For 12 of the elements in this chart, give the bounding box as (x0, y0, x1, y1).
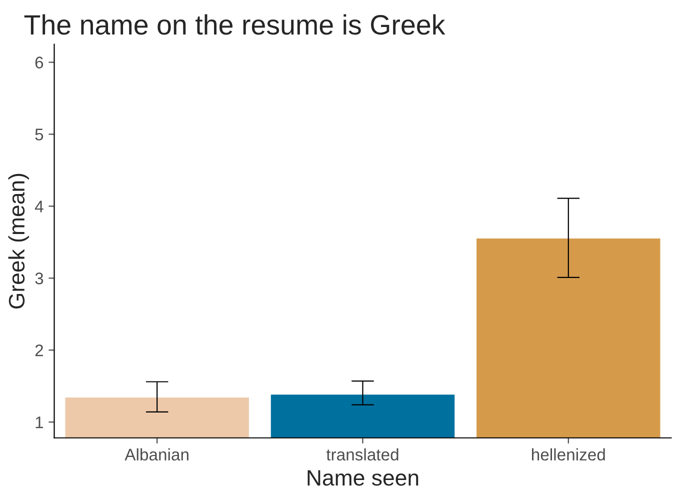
y-tick-label: 3 (35, 272, 44, 284)
y-tick-label: 1 (36, 416, 44, 428)
x-tick-label: Albanian (124, 448, 188, 461)
x-tick-label: translated (326, 448, 398, 461)
x-tick-label: hellenized (532, 448, 605, 461)
y-tick-label: 6 (35, 56, 44, 68)
y-axis-title: Greek (mean) (8, 174, 29, 308)
y-tick-label: 2 (35, 344, 43, 356)
chart-title: The name on the resume is Greek (24, 14, 446, 35)
y-tick-label: 5 (35, 128, 44, 140)
x-axis-title: Name seen (308, 470, 418, 486)
y-tick-label: 4 (34, 200, 44, 212)
